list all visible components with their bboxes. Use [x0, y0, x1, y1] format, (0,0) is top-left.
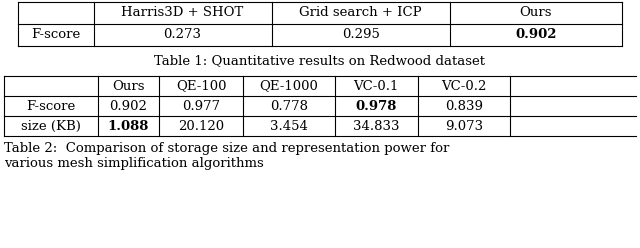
- Text: 0.778: 0.778: [269, 99, 308, 113]
- Text: F-score: F-score: [31, 29, 81, 41]
- Text: 3.454: 3.454: [270, 120, 308, 132]
- Text: Ours: Ours: [520, 6, 552, 20]
- Text: VC-0.1: VC-0.1: [353, 80, 399, 93]
- Text: Table 1: Quantitative results on Redwood dataset: Table 1: Quantitative results on Redwood…: [154, 54, 486, 67]
- Text: VC-0.2: VC-0.2: [441, 80, 486, 93]
- Text: 1.088: 1.088: [108, 120, 149, 132]
- Text: QE-100: QE-100: [176, 80, 227, 93]
- Text: 20.120: 20.120: [178, 120, 224, 132]
- Text: 0.977: 0.977: [182, 99, 220, 113]
- Text: 0.273: 0.273: [164, 29, 202, 41]
- Text: 0.902: 0.902: [515, 29, 557, 41]
- Text: QE-1000: QE-1000: [259, 80, 318, 93]
- Text: Ours: Ours: [112, 80, 145, 93]
- Text: Table 2:  Comparison of storage size and representation power for
various mesh s: Table 2: Comparison of storage size and …: [4, 142, 449, 170]
- Text: 0.902: 0.902: [109, 99, 147, 113]
- Text: 34.833: 34.833: [353, 120, 399, 132]
- Text: 0.295: 0.295: [342, 29, 380, 41]
- Text: size (KB): size (KB): [21, 120, 81, 132]
- Text: 0.978: 0.978: [356, 99, 397, 113]
- Text: Harris3D + SHOT: Harris3D + SHOT: [122, 6, 244, 20]
- Text: Grid search + ICP: Grid search + ICP: [300, 6, 422, 20]
- Text: 9.073: 9.073: [445, 120, 483, 132]
- Text: F-score: F-score: [26, 99, 76, 113]
- Text: 0.839: 0.839: [445, 99, 483, 113]
